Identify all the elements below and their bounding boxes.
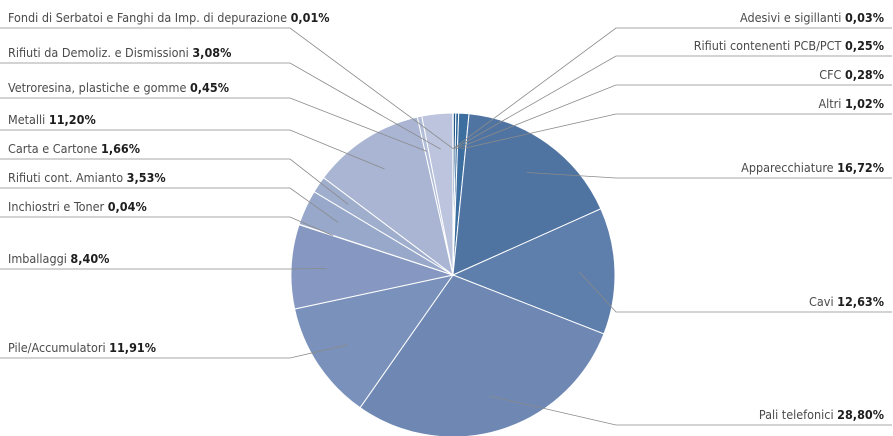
label-value-pile-accumulatori: 11,91% [109, 340, 156, 355]
leader-rifiuti-cont-amianto [0, 187, 339, 223]
leader-cfc [456, 84, 892, 150]
label-value-metalli: 11,20% [49, 112, 96, 127]
label-value-rifiuti-da-demoliz-e-dismissioni: 3,08% [192, 45, 231, 60]
label-value-rifiuti-cont-amianto: 3,53% [127, 170, 166, 185]
label-text-rifiuti-cont-amianto: Rifiuti cont. Amianto [8, 170, 127, 185]
label-imballaggi: Imballaggi 8,40% [8, 251, 109, 266]
label-text-pali-telefonici: Pali telefonici [759, 407, 837, 422]
label-value-adesivi-e-sigillanti: 0,03% [845, 10, 884, 25]
label-pile-accumulatori: Pile/Accumulatori 11,91% [8, 340, 156, 355]
leader-fondi-di-serbatoi-e-fanghi-da-imp-di-depurazione [0, 27, 454, 149]
slice-pile-accumulatori [294, 274, 455, 409]
leader-imballaggi [0, 268, 327, 270]
label-value-cfc: 0,28% [845, 67, 884, 82]
label-altri: Altri 1,02% [818, 96, 884, 111]
leader-metalli [0, 129, 385, 170]
label-value-fondi-di-serbatoi-e-fanghi-da-imp-di-depurazione: 0,01% [291, 10, 330, 25]
leader-carta-e-cartone [0, 158, 349, 205]
label-cfc: CFC 0,28% [819, 67, 884, 82]
slice-apparecchiature [452, 113, 602, 276]
label-value-vetroresina-plastiche-e-gomme: 0,45% [190, 80, 229, 95]
slice-pali-telefonici [359, 274, 605, 436]
label-text-rifiuti-contenenti-pcb-pct: Rifiuti contenenti PCB/PCT [694, 38, 845, 53]
label-value-rifiuti-contenenti-pcb-pct: 0,25% [845, 38, 884, 53]
label-carta-e-cartone: Carta e Cartone 1,66% [8, 141, 140, 156]
label-metalli: Metalli 11,20% [8, 112, 96, 127]
label-value-cavi: 12,63% [837, 294, 884, 309]
label-value-altri: 1,02% [845, 96, 884, 111]
label-text-inchiostri-e-toner: Inchiostri e Toner [8, 199, 108, 214]
label-text-cavi: Cavi [809, 294, 837, 309]
label-text-apparecchiature: Apparecchiature [741, 160, 837, 175]
slice-imballaggi [290, 223, 455, 310]
leader-pali-telefonici [489, 395, 892, 426]
label-text-cfc: CFC [819, 67, 845, 82]
leader-inchiostri-e-toner [0, 216, 334, 236]
label-pali-telefonici: Pali telefonici 28,80% [759, 407, 884, 422]
label-text-carta-e-cartone: Carta e Cartone [8, 141, 101, 156]
label-text-rifiuti-da-demoliz-e-dismissioni: Rifiuti da Demoliz. e Dismissioni [8, 45, 192, 60]
label-value-apparecchiature: 16,72% [837, 160, 884, 175]
pie-slices [290, 112, 616, 436]
label-value-inchiostri-e-toner: 0,04% [108, 199, 147, 214]
label-adesivi-e-sigillanti: Adesivi e sigillanti 0,03% [740, 10, 884, 25]
leader-vetroresina-plastiche-e-gomme [0, 97, 428, 152]
slice-labels: Adesivi e sigillanti 0,03%Rifiuti conten… [8, 10, 884, 422]
label-rifiuti-contenenti-pcb-pct: Rifiuti contenenti PCB/PCT 0,25% [694, 38, 884, 53]
label-cavi: Cavi 12,63% [809, 294, 884, 309]
leader-rifiuti-da-demoliz-e-dismissioni [0, 62, 441, 150]
label-text-adesivi-e-sigillanti: Adesivi e sigillanti [740, 10, 845, 25]
label-fondi-di-serbatoi-e-fanghi-da-imp-di-depurazione: Fondi di Serbatoi e Fanghi da Imp. di de… [8, 10, 330, 25]
label-text-imballaggi: Imballaggi [8, 251, 70, 266]
label-value-imballaggi: 8,40% [70, 251, 109, 266]
label-value-pali-telefonici: 28,80% [837, 407, 884, 422]
label-value-carta-e-cartone: 1,66% [101, 141, 140, 156]
label-inchiostri-e-toner: Inchiostri e Toner 0,04% [8, 199, 147, 214]
label-apparecchiature: Apparecchiature 16,72% [741, 160, 884, 175]
leader-rifiuti-contenenti-pcb-pct [454, 55, 892, 149]
leader-adesivi-e-sigillanti [452, 27, 892, 149]
leader-altri [461, 113, 892, 150]
label-rifiuti-da-demoliz-e-dismissioni: Rifiuti da Demoliz. e Dismissioni 3,08% [8, 45, 231, 60]
leader-lines [0, 27, 892, 426]
label-text-altri: Altri [818, 96, 845, 111]
label-rifiuti-cont-amianto: Rifiuti cont. Amianto 3,53% [8, 170, 166, 185]
label-text-vetroresina-plastiche-e-gomme: Vetroresina, plastiche e gomme [8, 80, 190, 95]
label-vetroresina-plastiche-e-gomme: Vetroresina, plastiche e gomme 0,45% [8, 80, 229, 95]
label-text-pile-accumulatori: Pile/Accumulatori [8, 340, 109, 355]
slice-cavi [451, 208, 616, 335]
label-text-fondi-di-serbatoi-e-fanghi-da-imp-di-depurazione: Fondi di Serbatoi e Fanghi da Imp. di de… [8, 10, 291, 25]
label-text-metalli: Metalli [8, 112, 49, 127]
leader-pile-accumulatori [0, 344, 348, 359]
leader-apparecchiature [526, 172, 892, 179]
leader-cavi [579, 271, 892, 313]
